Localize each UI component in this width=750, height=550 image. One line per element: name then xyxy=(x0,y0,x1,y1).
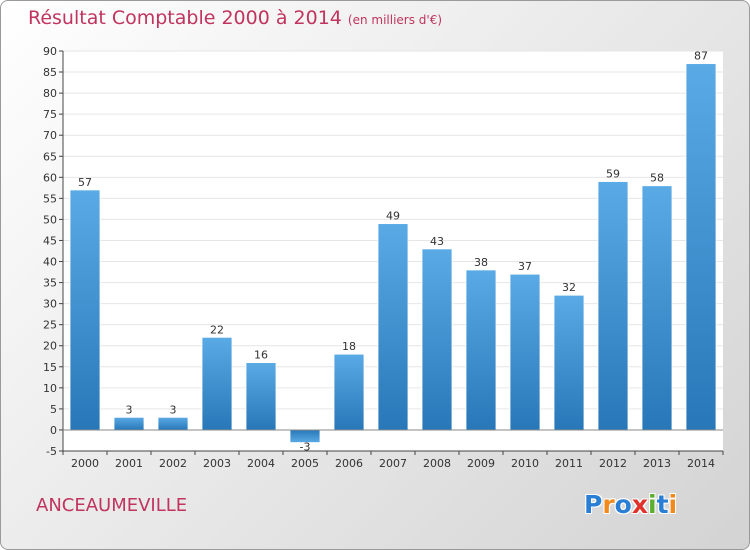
y-tick-label: 60 xyxy=(43,171,57,184)
bar xyxy=(245,362,277,431)
y-tick-label: 90 xyxy=(43,45,57,58)
data-label: 57 xyxy=(78,176,92,189)
data-label: 3 xyxy=(126,403,133,416)
data-label: 32 xyxy=(562,281,576,294)
x-tick-label: 2004 xyxy=(247,457,275,470)
y-tick-label: 50 xyxy=(43,213,57,226)
x-tick-label: 2006 xyxy=(335,457,363,470)
bar xyxy=(553,294,585,431)
bar xyxy=(201,336,233,431)
commune-name: ANCEAUMEVILLE xyxy=(36,495,188,516)
data-label: 59 xyxy=(606,168,620,181)
brand-logo: Proxiti xyxy=(584,490,677,519)
x-tick-label: 2001 xyxy=(115,457,143,470)
x-tick-label: 2011 xyxy=(555,457,583,470)
bar xyxy=(333,353,365,431)
data-labels: 57 3 3 22 16 -3 18 49 43 38 37 32 59 58 87 xyxy=(78,50,708,454)
brand-letter: x xyxy=(631,490,648,519)
brand-letter: r xyxy=(602,490,615,519)
brand-letter: i xyxy=(648,490,657,519)
bar xyxy=(113,416,145,431)
chart-title: Résultat Comptable 2000 à 2014 (en millie… xyxy=(28,7,442,29)
y-tick-label: 85 xyxy=(43,66,57,79)
x-tick-label: 2009 xyxy=(467,457,495,470)
bar xyxy=(377,223,409,431)
y-tick-label: 15 xyxy=(43,361,57,374)
bar xyxy=(421,248,453,431)
y-tick-label: 65 xyxy=(43,150,57,163)
brand-letter: o xyxy=(614,490,632,519)
bar xyxy=(685,63,717,431)
data-label: 3 xyxy=(170,403,177,416)
x-tick-label: 2008 xyxy=(423,457,451,470)
y-tick-label: 45 xyxy=(43,234,57,247)
x-tick-label: 2003 xyxy=(203,457,231,470)
bar xyxy=(465,269,497,431)
x-tick-label: 2012 xyxy=(599,457,627,470)
brand-letter: t xyxy=(656,490,669,519)
data-label: 22 xyxy=(210,323,224,336)
y-tick-label: 55 xyxy=(43,192,57,205)
bar xyxy=(597,181,629,431)
bar xyxy=(157,416,189,431)
bar xyxy=(641,185,673,431)
y-tick-label: 0 xyxy=(50,424,57,437)
data-label: 18 xyxy=(342,340,356,353)
x-tick-label: 2005 xyxy=(291,457,319,470)
x-tick-label: 2000 xyxy=(71,457,99,470)
y-tick-label: -5 xyxy=(46,445,57,458)
x-tick-label: 2002 xyxy=(159,457,187,470)
axes xyxy=(62,51,723,452)
data-label: 16 xyxy=(254,349,268,362)
x-tick-label: 2007 xyxy=(379,457,407,470)
y-tick-label: 30 xyxy=(43,298,57,311)
y-tick-label: 80 xyxy=(43,87,57,100)
x-axis-ticks: 2000 2001 2002 2003 2004 2005 2006 2007 2008 2009… xyxy=(62,451,724,470)
data-label: -3 xyxy=(300,441,311,454)
data-label: 43 xyxy=(430,235,444,248)
y-tick-label: 20 xyxy=(43,340,57,353)
y-tick-label: 75 xyxy=(43,108,57,121)
chart-title-text: Résultat Comptable 2000 à 2014 xyxy=(28,7,342,29)
data-label: 49 xyxy=(386,210,400,223)
y-tick-label: 25 xyxy=(43,319,57,332)
y-axis-ticks: -5 0 5 10 15 20 25 30 35 40 45 50 55 60 65 70 75 80 85 90 xyxy=(43,45,63,458)
bars xyxy=(69,63,717,443)
y-tick-label: 10 xyxy=(43,382,57,395)
x-tick-label: 2014 xyxy=(687,457,715,470)
x-tick-label: 2010 xyxy=(511,457,539,470)
data-label: 58 xyxy=(650,172,664,185)
brand-letter: i xyxy=(668,490,678,519)
data-label: 37 xyxy=(518,260,532,273)
data-label: 38 xyxy=(474,256,488,269)
y-tick-label: 40 xyxy=(43,256,57,269)
chart-subtitle: (en milliers d'€) xyxy=(347,13,443,27)
data-label: 87 xyxy=(694,50,708,63)
y-tick-label: 70 xyxy=(43,129,57,142)
bar xyxy=(69,189,101,431)
bar xyxy=(509,273,541,431)
y-tick-label: 5 xyxy=(50,403,57,416)
brand-letter: P xyxy=(584,490,603,519)
y-tick-label: 35 xyxy=(43,277,57,290)
x-tick-label: 2013 xyxy=(643,457,671,470)
